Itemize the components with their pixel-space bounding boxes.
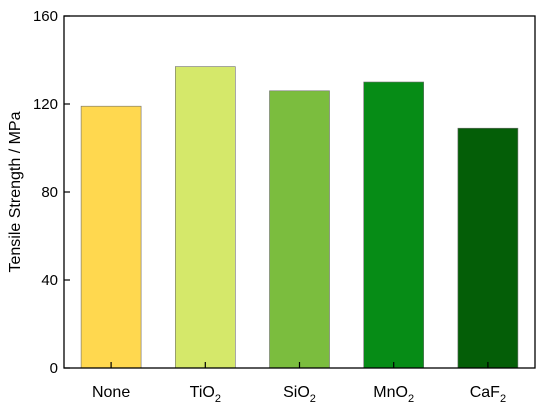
plot-frame — [63, 15, 536, 369]
bar — [175, 66, 236, 369]
bar — [363, 81, 425, 369]
y-tick-label: 120 — [33, 96, 58, 113]
bar — [269, 90, 330, 369]
y-axis-ticks: 0 40 80 120 160 — [33, 8, 70, 377]
y-axis-title: Tensile Strength / MPa — [7, 111, 24, 272]
y-tick-label: 160 — [33, 8, 58, 25]
bar — [457, 127, 519, 369]
x-category-label: SiO2 — [283, 384, 316, 405]
x-category-label: None — [92, 384, 130, 401]
y-tick-label: 80 — [41, 184, 58, 201]
bars-group — [80, 66, 519, 369]
bar — [80, 105, 142, 369]
x-category-label: MnO2 — [373, 384, 414, 405]
y-tick-label: 0 — [50, 360, 58, 377]
x-category-label: CaF2 — [470, 384, 506, 405]
x-category-label: TiO2 — [190, 384, 221, 405]
x-axis-labels: None TiO2 SiO2 MnO2 CaF2 — [92, 362, 506, 405]
y-tick-label: 40 — [41, 272, 58, 289]
